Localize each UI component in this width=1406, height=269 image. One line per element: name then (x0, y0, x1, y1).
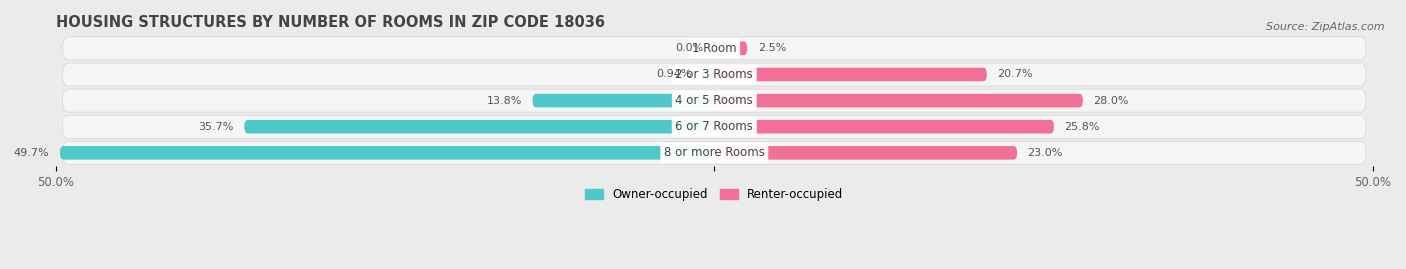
FancyBboxPatch shape (714, 94, 1083, 107)
Text: 2 or 3 Rooms: 2 or 3 Rooms (675, 68, 754, 81)
FancyBboxPatch shape (63, 37, 1365, 60)
Text: 13.8%: 13.8% (486, 95, 522, 106)
FancyBboxPatch shape (714, 120, 1054, 133)
FancyBboxPatch shape (245, 120, 714, 133)
Text: 2.5%: 2.5% (758, 43, 786, 53)
Text: 1 Room: 1 Room (692, 42, 737, 55)
FancyBboxPatch shape (714, 42, 747, 55)
Text: 6 or 7 Rooms: 6 or 7 Rooms (675, 120, 754, 133)
Text: 0.94%: 0.94% (655, 69, 692, 80)
Text: 20.7%: 20.7% (997, 69, 1033, 80)
Text: 35.7%: 35.7% (198, 122, 233, 132)
FancyBboxPatch shape (702, 68, 714, 81)
Legend: Owner-occupied, Renter-occupied: Owner-occupied, Renter-occupied (581, 183, 848, 206)
Text: 8 or more Rooms: 8 or more Rooms (664, 146, 765, 159)
Text: 25.8%: 25.8% (1064, 122, 1099, 132)
FancyBboxPatch shape (63, 63, 1365, 86)
FancyBboxPatch shape (60, 146, 714, 160)
Text: 49.7%: 49.7% (14, 148, 49, 158)
FancyBboxPatch shape (63, 115, 1365, 138)
Text: 28.0%: 28.0% (1094, 95, 1129, 106)
FancyBboxPatch shape (714, 146, 1017, 160)
Text: 23.0%: 23.0% (1028, 148, 1063, 158)
Text: HOUSING STRUCTURES BY NUMBER OF ROOMS IN ZIP CODE 18036: HOUSING STRUCTURES BY NUMBER OF ROOMS IN… (56, 15, 605, 30)
FancyBboxPatch shape (533, 94, 714, 107)
Text: Source: ZipAtlas.com: Source: ZipAtlas.com (1267, 22, 1385, 31)
Text: 4 or 5 Rooms: 4 or 5 Rooms (675, 94, 754, 107)
FancyBboxPatch shape (714, 68, 987, 81)
Text: 0.0%: 0.0% (675, 43, 704, 53)
FancyBboxPatch shape (63, 89, 1365, 112)
FancyBboxPatch shape (63, 141, 1365, 164)
